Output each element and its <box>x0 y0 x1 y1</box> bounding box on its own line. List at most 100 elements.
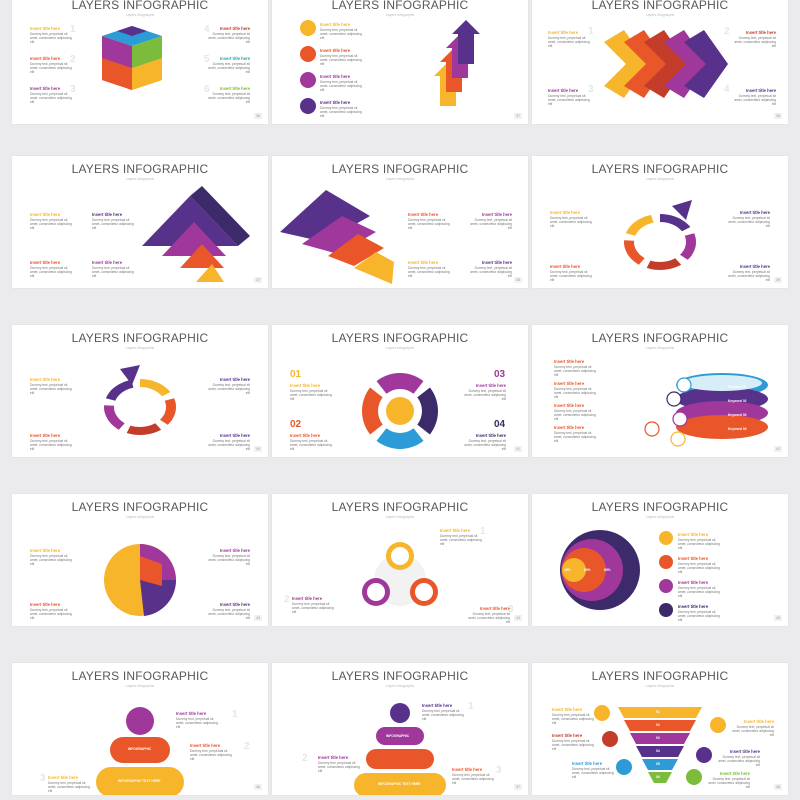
text-block-body: Dummy text, perpetual sit amet, consecte… <box>320 27 362 41</box>
page-number: 42 <box>774 446 782 452</box>
slide-thumbnail[interactable]: LAYERS INFOGRAPHIC Layers infographic 46 IN… <box>12 663 268 795</box>
text-block-title: Insert title here <box>550 210 581 215</box>
slide-thumbnail[interactable]: LAYERS INFOGRAPHIC Layers infographic 42 Ke… <box>532 325 788 457</box>
text-block-title: Insert title here <box>219 26 250 31</box>
page-number: 45 <box>774 615 782 621</box>
slide-thumbnail[interactable]: LAYERS INFOGRAPHIC Layers infographic 40 In… <box>12 325 268 457</box>
text-block: Insert title here Dummy text, perpetual s… <box>468 606 510 625</box>
text-block-body: Dummy text, perpetual sit amet, consecte… <box>554 386 596 400</box>
infographic-graphic <box>104 544 177 616</box>
text-block-body: Dummy text, perpetual sit amet, consecte… <box>208 31 250 45</box>
text-block: Insert title here Dummy text, perpetual s… <box>30 86 72 105</box>
text-block-body: Dummy text, perpetual sit amet, consecte… <box>464 438 506 452</box>
text-block-title: Insert title here <box>30 377 61 382</box>
text-block: Insert title here Dummy text, perpetual s… <box>470 260 512 279</box>
text-block: Insert title here Dummy text, perpetual s… <box>728 264 770 283</box>
text-block-body: Dummy text, perpetual sit amet, consecte… <box>554 430 596 444</box>
text-block-title: Insert title here <box>745 88 776 93</box>
slide-thumbnail[interactable]: LAYERS INFOGRAPHIC Layers infographic 37 In… <box>12 156 268 288</box>
pyramid-side <box>190 186 250 246</box>
slide-thumbnail[interactable]: LAYERS INFOGRAPHIC Layers infographic 38 In… <box>272 156 528 288</box>
text-block-title: Insert title here <box>739 264 770 269</box>
text-block-title: Insert title here <box>290 383 321 388</box>
text-block-title: Insert title here <box>743 719 774 724</box>
slide-thumbnail[interactable]: LAYERS INFOGRAPHIC Layers infographic 43 In… <box>12 494 268 626</box>
text-block-body: Dummy text, perpetual sit amet, consecte… <box>30 553 72 567</box>
slide-thumbnail[interactable]: LAYERS INFOGRAPHIC Layers infographic 48 01… <box>532 663 788 795</box>
step-number: 1 <box>70 24 76 35</box>
slide-thumbnail[interactable]: LAYERS INFOGRAPHIC Layers infographic 45 40… <box>532 494 788 626</box>
slide-title: LAYERS INFOGRAPHIC <box>71 331 209 345</box>
text-block-title: Insert title here <box>739 210 770 215</box>
slide-thumbnail[interactable]: LAYERS INFOGRAPHIC Layers infographic 44 In… <box>272 494 528 626</box>
text-block: Insert title here Dummy text, perpetual s… <box>292 596 334 615</box>
stack-circle <box>390 703 410 723</box>
text-block-body: Dummy text, perpetual sit amet, consecte… <box>464 388 506 402</box>
text-block: Insert title here Dummy text, perpetual s… <box>320 22 362 41</box>
step-number: 3 <box>70 84 76 95</box>
text-block: Insert title here Dummy text, perpetual s… <box>320 74 362 93</box>
text-block: Insert title here Dummy text, perpetual s… <box>208 86 250 105</box>
text-block-body: Dummy text, perpetual sit amet, consecte… <box>30 31 72 45</box>
infographic-graphic <box>142 186 250 282</box>
page-number: 38 <box>774 113 782 119</box>
slide-title: LAYERS INFOGRAPHIC <box>591 331 729 345</box>
text-block: Insert title here Dummy text, perpetual s… <box>728 210 770 229</box>
slide-subtitle: Layers infographic <box>645 346 675 350</box>
stack-pill <box>96 767 184 795</box>
slide-title: LAYERS INFOGRAPHIC <box>331 669 469 683</box>
icon-circle <box>696 747 712 763</box>
slide-thumbnail[interactable]: LAYERS INFOGRAPHIC Layers infographic 39 In… <box>532 156 788 288</box>
chevron-layer <box>664 30 708 98</box>
step-number: 3 <box>40 773 46 784</box>
step-number: 2 <box>70 54 76 65</box>
text-block-title: Insert title here <box>318 755 349 760</box>
text-block-body: Dummy text, perpetual sit amet, consecte… <box>30 382 72 396</box>
text-block: Insert title here Dummy text, perpetual s… <box>678 532 720 551</box>
funnel-number: 04 <box>656 749 660 753</box>
petal-inner <box>415 583 433 601</box>
text-block-body: Dummy text, perpetual sit amet, consecte… <box>320 79 362 93</box>
text-block: Insert title here Dummy text, perpetual s… <box>572 761 614 780</box>
slide-thumbnail[interactable]: LAYERS INFOGRAPHIC Layers infographic 36 In… <box>12 0 268 124</box>
funnel-layer <box>630 733 690 744</box>
text-block-body: Dummy text, perpetual sit amet, consecte… <box>734 35 776 49</box>
text-block-title: Insert title here <box>422 703 453 708</box>
slide-thumbnail[interactable]: LAYERS INFOGRAPHIC Layers infographic 47 IN… <box>272 663 528 795</box>
text-block-title: Insert title here <box>678 532 709 537</box>
text-block-title: Insert title here <box>475 383 506 388</box>
percent-label: 40% <box>564 568 571 572</box>
text-block-title: Insert title here <box>176 711 207 716</box>
text-block: Insert title here Dummy text, perpetual s… <box>452 767 494 786</box>
slide-thumbnail[interactable]: LAYERS INFOGRAPHIC Layers infographic 38 In… <box>532 0 788 124</box>
text-block: Insert title here Dummy text, perpetual s… <box>550 210 592 229</box>
text-block: Insert title here Dummy text, perpetual s… <box>734 88 776 107</box>
slide-title: LAYERS INFOGRAPHIC <box>71 0 209 12</box>
slide-thumbnail[interactable]: LAYERS INFOGRAPHIC Layers infographic 41 01… <box>272 325 528 457</box>
funnel-number: 05 <box>656 762 660 766</box>
text-block-title: Insert title here <box>408 212 439 217</box>
stack-label: INFOGRAPHIC <box>128 747 152 751</box>
funnel-layer <box>636 746 684 757</box>
disc-top <box>682 375 762 391</box>
text-block: Insert title here Dummy text, perpetual s… <box>30 260 72 279</box>
icon-circle <box>670 431 686 447</box>
icon-circle <box>659 555 673 569</box>
slide-title: LAYERS INFOGRAPHIC <box>331 162 469 176</box>
text-block-body: Dummy text, perpetual sit amet, consecte… <box>290 438 332 452</box>
text-block-title: Insert title here <box>292 596 323 601</box>
text-block-body: Dummy text, perpetual sit amet, consecte… <box>320 53 362 67</box>
stack-label: INFOGRAPHIC TEXT HERE <box>378 782 421 786</box>
slide-thumbnail[interactable]: LAYERS INFOGRAPHIC Layers infographic 37 In… <box>272 0 528 124</box>
text-block-title: Insert title here <box>290 433 321 438</box>
ring-segment <box>376 428 424 449</box>
slide-subtitle: Layers infographic <box>385 684 415 688</box>
text-block: Insert title here Dummy text, perpetual s… <box>548 30 590 49</box>
slide-title: LAYERS INFOGRAPHIC <box>591 500 729 514</box>
step-number: 1 <box>588 26 594 37</box>
text-block-body: Dummy text, perpetual sit amet, consecte… <box>550 269 592 283</box>
text-block: Insert title here Dummy text, perpetual s… <box>550 264 592 283</box>
disc-layer <box>676 415 768 439</box>
ring-segment <box>376 373 424 394</box>
icon-circle <box>594 705 610 721</box>
